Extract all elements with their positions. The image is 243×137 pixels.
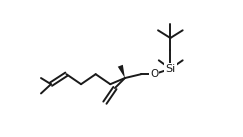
Polygon shape [118, 65, 125, 78]
Text: O: O [150, 69, 158, 79]
Text: Si: Si [165, 64, 175, 74]
